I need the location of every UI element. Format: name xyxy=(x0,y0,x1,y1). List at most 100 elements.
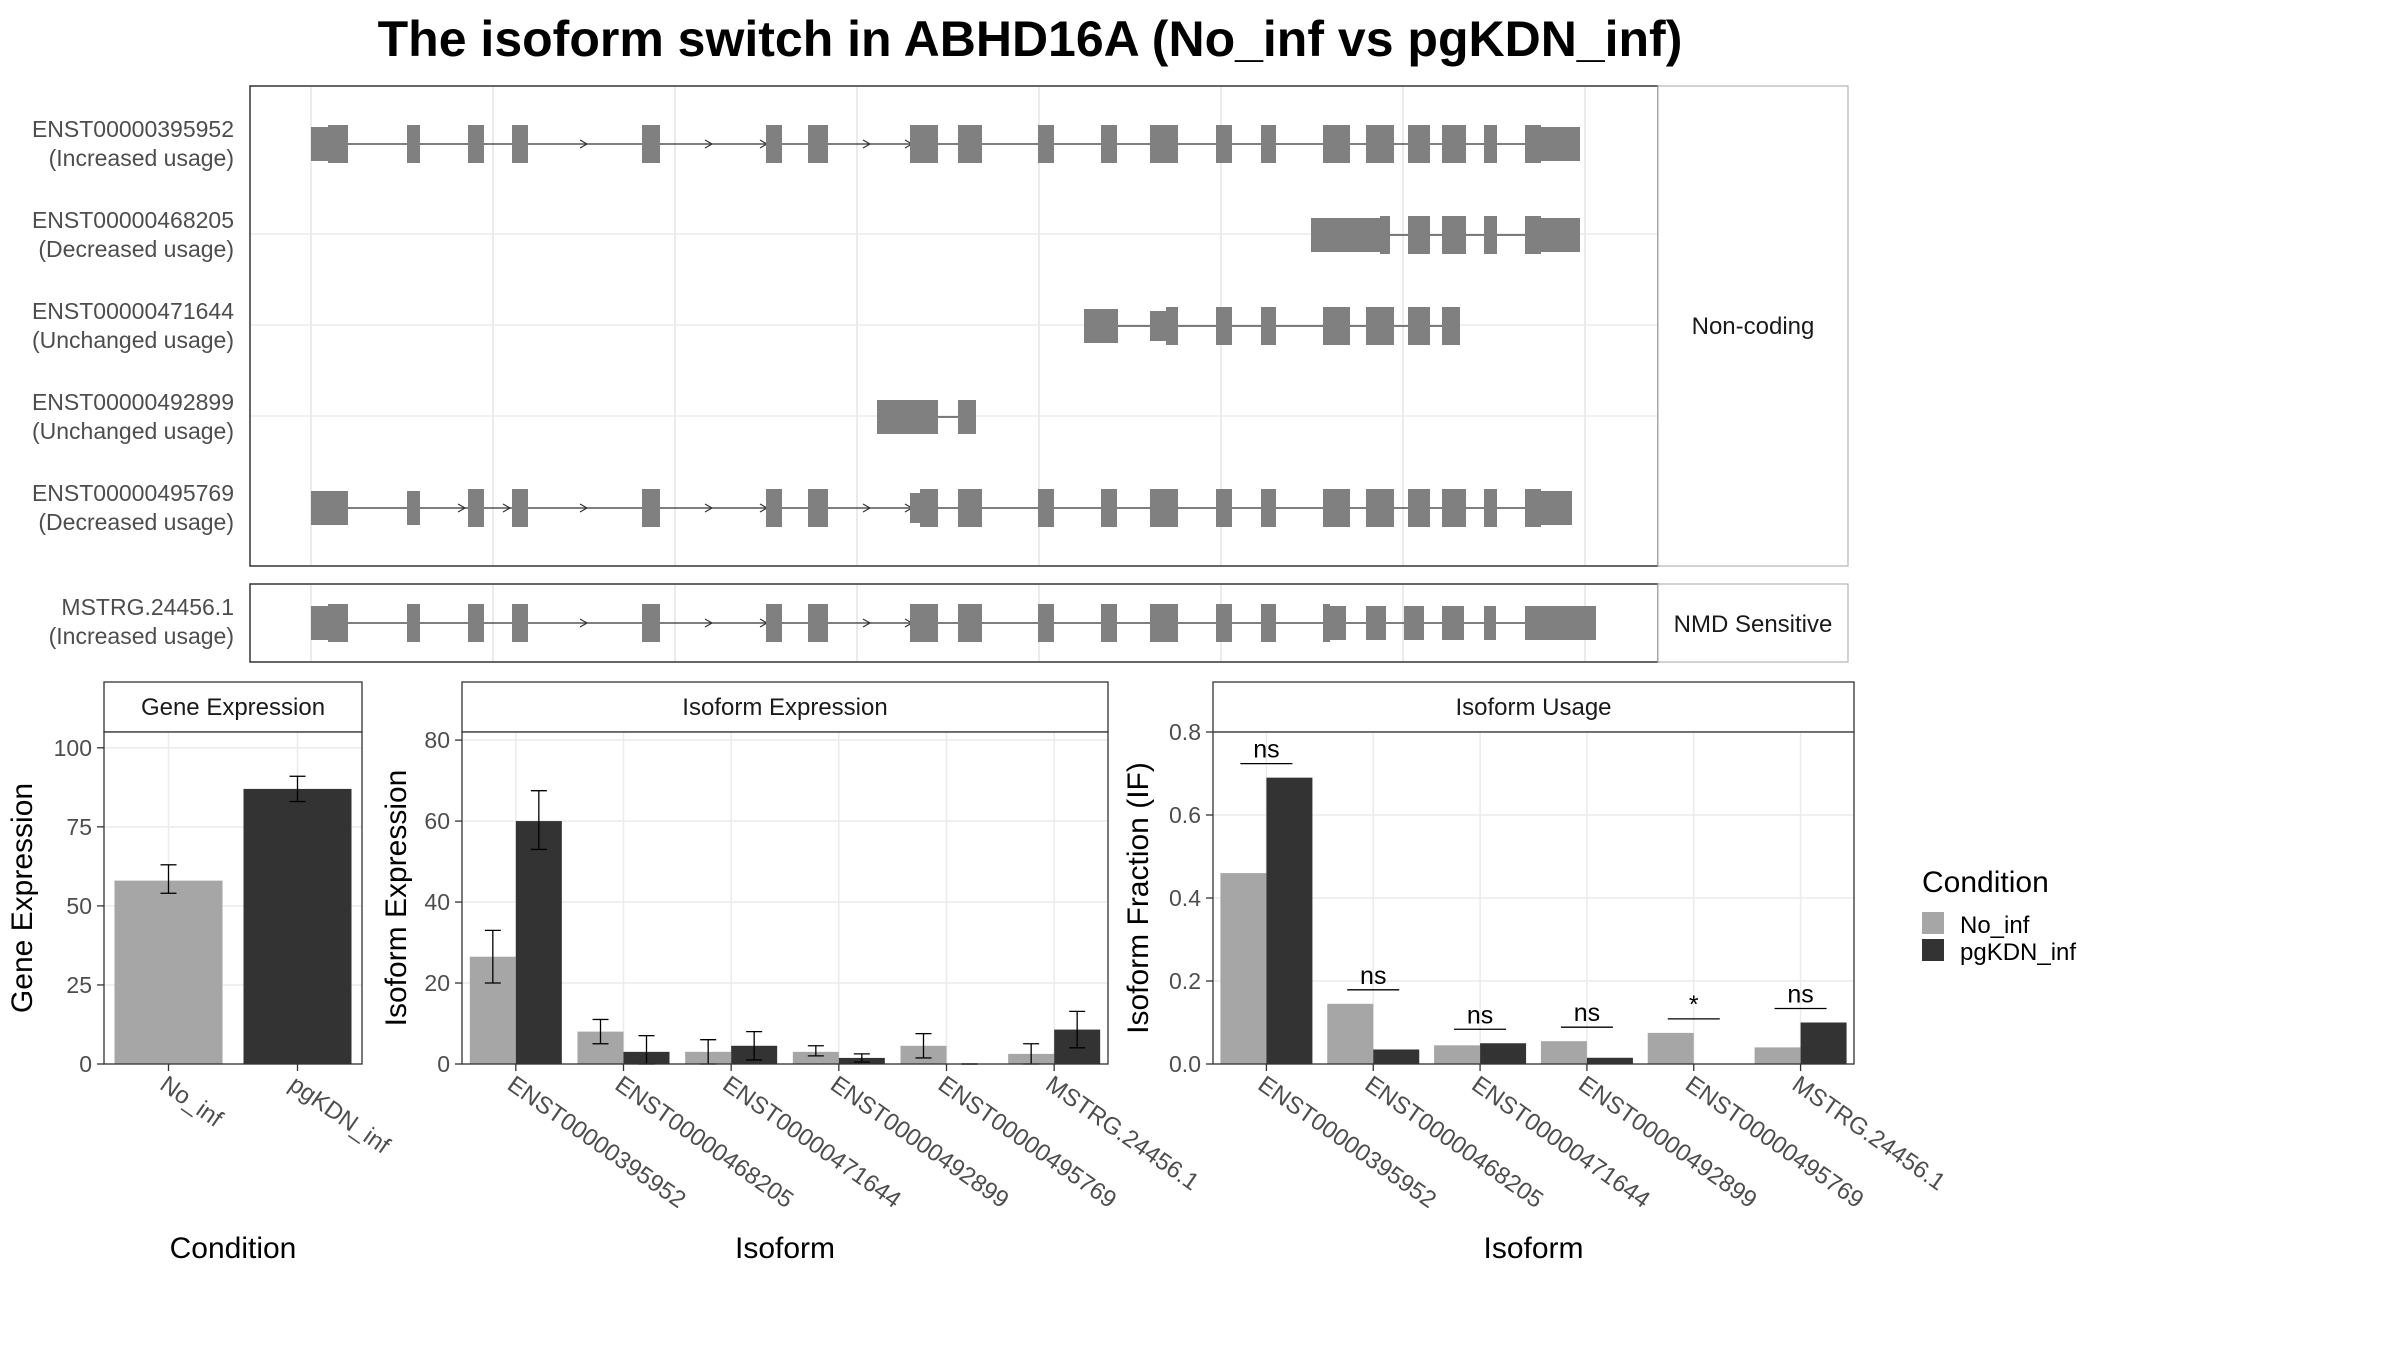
exon-block xyxy=(1323,125,1350,163)
legend-swatch-no-inf xyxy=(1922,912,1944,934)
exon-block xyxy=(910,604,938,642)
exon-block xyxy=(311,491,348,525)
legend-swatch-pgkdn-inf xyxy=(1922,939,1944,961)
transcript-tracks xyxy=(311,125,1596,642)
significance-label: ns xyxy=(1574,999,1600,1027)
exon-block xyxy=(1408,216,1430,254)
exon-block xyxy=(958,400,976,434)
strip-nmd-label: NMD Sensitive xyxy=(1674,611,1833,638)
exon-block xyxy=(1330,606,1346,640)
strand-arrow xyxy=(502,503,512,513)
transcript-usage-label: (Decreased usage) xyxy=(38,236,234,262)
exon-block xyxy=(407,604,420,642)
plot-border xyxy=(461,731,1109,1065)
y-tick-label: 0.0 xyxy=(1169,1051,1201,1077)
exon-block xyxy=(1442,489,1466,527)
strip-noncoding-box xyxy=(1657,85,1849,567)
transcript-usage-label: (Increased usage) xyxy=(49,623,234,649)
exon-block xyxy=(1525,125,1541,163)
exon-block xyxy=(311,606,330,640)
strand-arrow xyxy=(579,139,589,149)
bar xyxy=(1586,1057,1633,1064)
significance-label: ns xyxy=(1467,1001,1493,1029)
bar xyxy=(1220,873,1267,1064)
y-tick-label: 20 xyxy=(424,970,450,996)
bar xyxy=(114,880,223,1064)
transcript-usage-label: (Unchanged usage) xyxy=(32,327,234,353)
y-tick-label: 0 xyxy=(437,1051,450,1077)
exon-block xyxy=(1101,125,1117,163)
y-axis-title: Isoform Fraction (IF) xyxy=(1122,762,1155,1034)
x-tick-label: No_inf xyxy=(155,1071,228,1133)
significance-label: * xyxy=(1689,991,1699,1019)
exon-block xyxy=(1442,606,1464,640)
strand-arrow xyxy=(704,139,714,149)
facet-strip-label: Isoform Usage xyxy=(1455,694,1611,721)
bar xyxy=(792,1051,839,1064)
y-tick-label: 0.6 xyxy=(1169,802,1201,828)
y-axis-title: Isoform Expression xyxy=(380,770,413,1027)
exon-block xyxy=(1150,311,1166,341)
y-tick-label: 0 xyxy=(79,1051,92,1077)
transcript-id-label: ENST00000468205 xyxy=(32,207,234,233)
bar xyxy=(243,788,352,1064)
exon-block xyxy=(1525,489,1541,527)
bar xyxy=(1800,1022,1847,1064)
x-axis-title: Condition xyxy=(170,1232,297,1265)
exon-block xyxy=(1366,307,1394,345)
transcript-usage-label: (Unchanged usage) xyxy=(32,418,234,444)
facet-strip-label: Isoform Expression xyxy=(682,694,887,721)
transcript-track xyxy=(311,604,1596,642)
isoform-usage-panel: Isoform Usage 0.0 0.2 0.4 0.6 0.8 ENST00000395… xyxy=(1122,681,1950,1265)
strand-arrow xyxy=(862,503,872,513)
strand-arrow xyxy=(862,618,872,628)
transcript-track xyxy=(877,400,976,434)
exon-block xyxy=(328,125,348,163)
transcript-id-label: MSTRG.24456.1 xyxy=(61,594,234,620)
exon-block xyxy=(1442,307,1460,345)
exon-block xyxy=(910,125,938,163)
exon-block xyxy=(512,125,528,163)
facet-strip-label: Gene Expression xyxy=(141,694,325,721)
exon-block xyxy=(808,489,828,527)
exon-block xyxy=(1166,307,1178,345)
exon-block xyxy=(1484,125,1497,163)
exon-block xyxy=(512,604,528,642)
x-axis-title: Isoform xyxy=(735,1232,835,1265)
x-axis-title: Isoform xyxy=(1483,1232,1583,1265)
facet-strip xyxy=(461,681,1109,733)
exon-block xyxy=(512,489,528,527)
exon-block xyxy=(642,489,660,527)
y-tick-label: 25 xyxy=(66,972,92,998)
exon-block xyxy=(1038,604,1054,642)
x-tick-label: ENST00000395952 xyxy=(1253,1071,1441,1214)
transcript-track xyxy=(1311,216,1580,254)
exon-block xyxy=(958,604,982,642)
exon-block xyxy=(1408,125,1430,163)
bar xyxy=(1480,1043,1527,1064)
significance-label: ns xyxy=(1253,736,1279,764)
exon-block xyxy=(1484,216,1497,254)
strand-arrow xyxy=(457,503,467,513)
exon-block xyxy=(1261,604,1276,642)
y-tick-label: 75 xyxy=(66,814,92,840)
bar xyxy=(1434,1045,1481,1064)
exon-block xyxy=(1442,216,1466,254)
exon-block xyxy=(766,125,782,163)
transcript-id-label: ENST00000495769 xyxy=(32,480,234,506)
plot-border xyxy=(103,731,363,1065)
exon-block xyxy=(328,604,348,642)
y-axis-title: Gene Expression xyxy=(6,783,39,1013)
exon-block xyxy=(1101,489,1117,527)
exon-block xyxy=(1408,307,1430,345)
exon-block xyxy=(1404,606,1424,640)
exon-block xyxy=(1216,604,1232,642)
exon-block xyxy=(407,491,420,525)
y-tick-label: 100 xyxy=(54,735,92,761)
x-tick-label: ENST00000492899 xyxy=(1573,1071,1761,1214)
exon-block xyxy=(1084,309,1118,343)
exon-block xyxy=(1541,491,1572,525)
exon-block xyxy=(1484,489,1497,527)
exon-block xyxy=(1216,125,1232,163)
exon-block xyxy=(1101,604,1117,642)
